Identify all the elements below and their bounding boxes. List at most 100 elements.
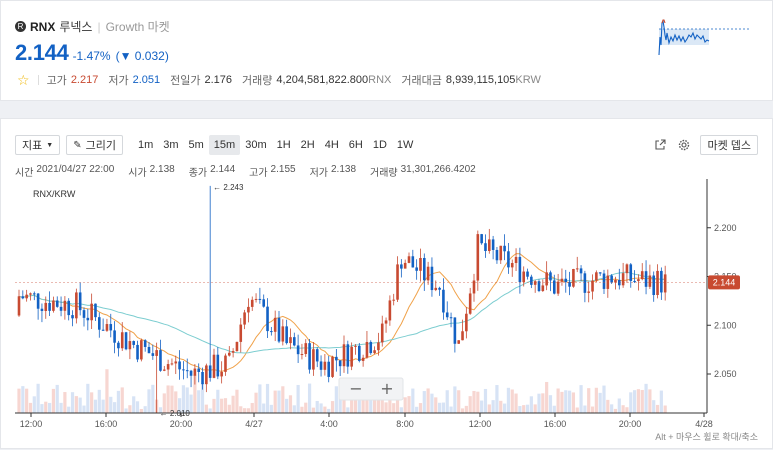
volume-bar [174,391,178,413]
timeframe-30m[interactable]: 30m [245,139,267,151]
volume-bar [181,385,186,413]
candle-body [44,302,48,311]
candle-body [254,298,258,300]
volume-bar [365,399,369,413]
volume-bar [625,407,629,413]
ohlc-high-label: 고가 [249,168,268,179]
timeframe-4h[interactable]: 4H [324,139,339,151]
x-tick-label: 4/28 [695,419,713,429]
candle-body [304,343,308,355]
volume-bar [502,403,507,413]
candle-body [621,273,625,286]
volume-bar [212,398,216,413]
timeframe-1w[interactable]: 1W [396,139,414,151]
volume-bar [90,392,94,413]
volume-bar [655,404,660,413]
timeframe-1m[interactable]: 1m [137,139,154,151]
zoom-out-button[interactable]: − [349,379,362,398]
divider [37,75,39,85]
volume-bar [564,390,568,413]
candle-body [239,324,243,342]
candle-body [633,280,636,282]
candle-body [63,300,67,311]
candle-body [396,264,399,300]
volume-bar [307,383,312,413]
ohlc-close-value: 2.144 [210,164,236,175]
timeframe-3m[interactable]: 3m [163,139,179,151]
candle-body [537,281,541,292]
volume-bar [594,387,598,413]
volume-bar [109,396,113,413]
volume-bar [200,383,205,413]
candle-body [331,356,334,377]
volume-bar [277,390,281,413]
volume-unit: RNX [368,74,392,86]
x-tick-label: 12:00 [469,419,492,429]
volume-bar [59,402,63,413]
volume-bar [292,405,296,413]
timeframe-1h[interactable]: 1H [276,139,291,151]
volume-bar [518,406,522,413]
volume-bar [464,405,468,413]
gear-icon[interactable] [674,135,694,155]
candle-body [591,280,594,292]
candle-body [637,279,640,282]
change-amount: (▼ 0.032) [115,49,169,63]
volume-bar [189,394,193,413]
volume-bar [636,389,641,413]
draw-button[interactable]: ✎ 그리기 [66,135,123,155]
candle-body [113,330,116,343]
x-tick-label: 20:00 [619,419,642,429]
ohlc-low-value: 2.138 [330,164,357,175]
volume-bar [437,402,442,413]
volume-bar [522,405,526,413]
external-link-icon[interactable] [650,135,670,155]
timeframe-1d[interactable]: 1D [372,139,387,151]
volume-bar [135,401,140,413]
candle-body [587,291,591,293]
candle-body [205,365,208,385]
candle-body [308,343,311,370]
volume-bar [640,389,644,413]
market-depth-button[interactable]: 마켓 뎁스 [700,135,758,155]
timeframe-2h[interactable]: 2H [300,139,315,151]
volume-bar [495,385,499,413]
candle-body [568,282,571,287]
volume-bar [415,406,419,413]
candle-body [189,370,193,376]
candlestick-chart[interactable]: 2.2002.1502.1002.050RNX/KRW12:0016:0020:… [1,175,773,450]
zoom-in-button[interactable]: + [380,379,393,398]
toolbar-right: 마켓 뎁스 [646,135,758,155]
candle-body [75,292,78,319]
candle-body [461,331,464,341]
candle-body [625,264,629,274]
volume-bar [78,397,82,413]
candle-body [212,354,216,378]
volume-bar [460,408,465,413]
y-tick-label: 2.050 [714,369,737,379]
candle-body [128,341,132,350]
volume-bar [590,406,595,413]
volume-bar [97,389,101,413]
indicator-button[interactable]: 지표 ▼ [15,135,61,155]
volume-bar [579,385,583,413]
timeframe-6h[interactable]: 6H [348,139,363,151]
candle-body [97,317,101,330]
volume-bar [63,392,67,413]
candle-body [445,312,449,318]
candle-body [224,355,227,372]
candle-body [170,363,174,365]
pair-label: RNX/KRW [33,189,76,199]
candle-body [182,369,185,371]
volume-label: 거래량 [242,75,273,87]
star-outline-icon[interactable]: ☆ [17,72,30,88]
volume-bar [399,407,403,413]
volume-bar [411,388,415,413]
candle-body [541,285,545,292]
candle-body [323,361,327,370]
volume-bar [357,400,361,413]
timeframe-15m[interactable]: 15m [208,135,241,155]
timeframe-5m[interactable]: 5m [188,139,204,151]
volume-bar [250,402,254,413]
current-price-value: 2.144 [713,277,736,287]
